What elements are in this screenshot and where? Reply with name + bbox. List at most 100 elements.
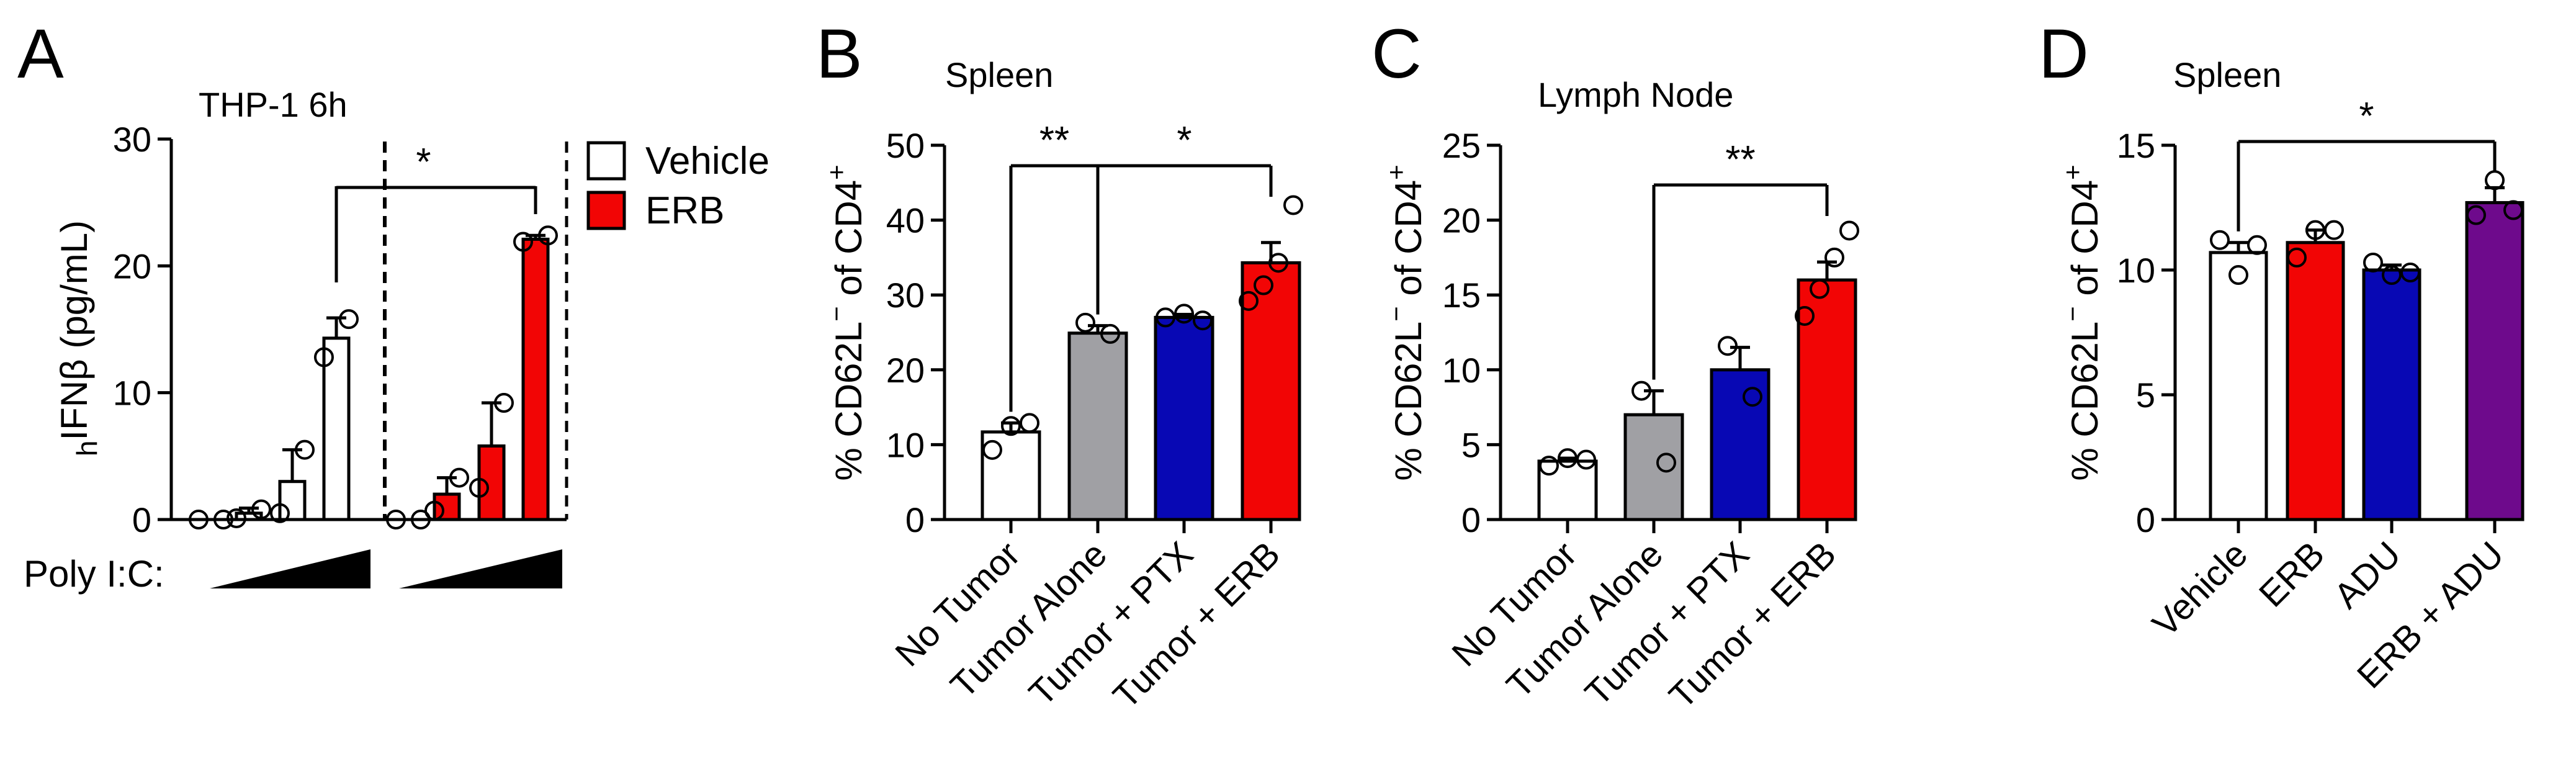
panel-letter-b: B — [816, 15, 863, 92]
panel-d-cat-data-point — [2324, 220, 2344, 240]
panel-c-cat-data-point — [1656, 453, 1676, 473]
panel-b-cat-data-point — [1100, 323, 1120, 344]
vehicle-data-point — [270, 503, 290, 523]
panel-a-y-tick-label: 20 — [113, 246, 151, 286]
panel-b-y-tick-label: 40 — [886, 201, 925, 240]
panel-d-y-label-mid: of CD4 — [2064, 180, 2106, 306]
vehicle-data-point — [189, 510, 209, 529]
panel-d: D Spleen % CD62L− of CD4+ 0 5 10 15 VehicleE… — [2039, 15, 2524, 696]
legend-swatch — [586, 191, 626, 230]
panel-c-title: Lymph Node — [1538, 75, 1733, 114]
panel-b-y-tick-label: 10 — [886, 425, 925, 464]
panel-c-cat-data-point — [1824, 247, 1844, 268]
erb-data-point — [513, 232, 533, 252]
panel-c-y-label-mid: of CD4 — [1388, 180, 1429, 306]
panel-c-cat-data-point — [1718, 336, 1738, 356]
erb-data-point — [538, 225, 558, 246]
panel-c-y-tick-label: 20 — [1442, 201, 1481, 240]
vehicle-data-point — [227, 508, 246, 528]
panel-c-cat-data-point — [1539, 456, 1559, 476]
panel-d-cat-data-point — [2228, 265, 2248, 286]
panel-b-y-tick-label: 20 — [886, 351, 925, 390]
panel-a-y-label-sub: h — [71, 440, 103, 456]
panel-d-y-label: % CD62L− of CD4+ — [2058, 164, 2106, 480]
panel-b-cat-bar — [1067, 331, 1128, 521]
panel-b-y-tick-label: 50 — [886, 126, 925, 165]
dose-triangle-erb — [399, 549, 562, 588]
panel-d-category-label: Vehicle — [2145, 534, 2255, 644]
erb-bar — [433, 492, 461, 521]
panel-letter-c: C — [1371, 15, 1422, 92]
panel-c-y-tick-label: 0 — [1461, 500, 1481, 539]
vehicle-data-point — [295, 439, 315, 460]
panel-a-y-label-main: IFNβ (pg/mL) — [53, 220, 95, 441]
panel-a-y-tick-label: 0 — [132, 500, 151, 539]
panel-b-significance-label: ** — [1039, 119, 1069, 162]
panel-d-cat-data-point — [2400, 263, 2420, 283]
vehicle-data-point — [314, 347, 334, 367]
panel-d-y-label-sup2: + — [2058, 164, 2087, 180]
panel-a-bars: * — [189, 141, 568, 529]
panel-b-cat-data-point — [1239, 290, 1259, 311]
panel-c-cat-data-point — [1743, 387, 1762, 407]
panel-c-cat-data-point — [1558, 448, 1577, 469]
panel-b-title: Spleen — [945, 55, 1053, 94]
panel-d-cat-bar — [2362, 268, 2421, 521]
legend-swatch — [586, 141, 626, 181]
panel-b: B Spleen % CD62L− of CD4+ 01020304050No … — [816, 15, 1303, 716]
panel-d-category-label: ERB — [2251, 534, 2332, 615]
panel-b-cat-data-point — [1254, 275, 1273, 295]
erb-data-point — [386, 510, 406, 529]
panel-b-y-label-a: % CD62L — [828, 322, 869, 481]
panel-d-title: Spleen — [2173, 55, 2281, 94]
panel-b-y-label: % CD62L− of CD4+ — [822, 164, 869, 480]
panel-d-y-tick-label: 0 — [2136, 500, 2155, 539]
erb-data-point — [494, 393, 514, 413]
panel-a-y-label: hIFNβ (pg/mL) — [53, 220, 103, 456]
panel-d-significance-label: * — [2359, 95, 2374, 138]
panel-c-y-tick-label: 25 — [1442, 126, 1481, 165]
panel-d-y-tick-label: 10 — [2117, 251, 2155, 290]
vehicle-bar — [278, 480, 307, 521]
panel-b-cat-data-point — [1193, 310, 1213, 331]
panel-c-cat-data-point — [1795, 305, 1815, 326]
panel-c-cat-data-point — [1810, 279, 1829, 299]
panel-b-cat-data-point — [982, 439, 1002, 460]
panel-b-y-label-mid: of CD4 — [828, 180, 869, 306]
panel-d-y-tick-label: 15 — [2117, 126, 2155, 165]
panel-d-y-label-a: % CD62L — [2064, 322, 2106, 481]
panel-d-cat-data-point — [2503, 200, 2523, 220]
panel-b-significance-label: * — [1177, 119, 1192, 162]
panel-b-cat-data-point — [1001, 416, 1021, 436]
panel-d-y-tick-label: 5 — [2136, 376, 2155, 415]
panel-d-cat-bar — [2209, 251, 2268, 521]
panel-d-category-label: ADU — [2327, 534, 2409, 616]
legend-label: ERB — [645, 189, 724, 232]
panel-d-cat-data-point — [2287, 247, 2307, 268]
panel-c-y-label-a: % CD62L — [1388, 322, 1429, 481]
panel-d-y-label-sup1: − — [2058, 306, 2087, 322]
erb-data-point — [411, 510, 431, 529]
panel-b-cat-data-point — [1283, 195, 1303, 215]
panel-c-y-tick-label: 5 — [1461, 425, 1481, 464]
significance-label: * — [416, 141, 431, 184]
panel-b-y-tick-label: 0 — [905, 500, 925, 539]
panel-c-y-label-sup1: − — [1381, 306, 1411, 322]
panel-c-cat-bar — [1797, 278, 1857, 521]
panel-d-cat-data-point — [2210, 230, 2230, 250]
panel-letter-d: D — [2039, 15, 2089, 92]
panel-a-y-tick-label: 30 — [113, 120, 151, 159]
panel-a-y-tick-label: 10 — [113, 374, 151, 413]
panel-b-y-label-sup2: + — [822, 164, 851, 180]
erb-bar — [521, 237, 550, 521]
erb-bar — [477, 444, 506, 521]
panel-b-cat-data-point — [1268, 253, 1288, 273]
panel-b-cat-data-point — [1075, 312, 1095, 333]
panel-c-y-label-sup2: + — [1381, 164, 1411, 180]
panel-d-cat-data-point — [2247, 235, 2267, 255]
vehicle-data-point — [251, 499, 271, 520]
